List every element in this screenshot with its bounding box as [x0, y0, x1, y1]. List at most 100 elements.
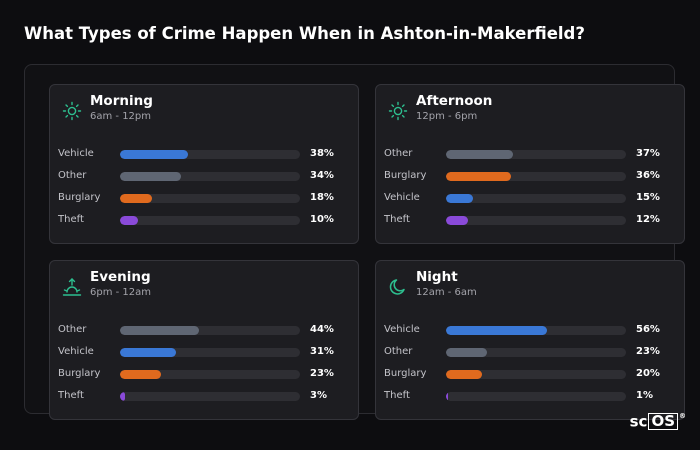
crime-percent: 23%	[636, 346, 660, 357]
crime-label: Other	[384, 346, 413, 357]
crime-row-burglary: Burglary 23%	[58, 367, 352, 381]
sunset-icon	[62, 277, 82, 297]
bar-track	[446, 150, 626, 159]
crime-label: Other	[58, 324, 87, 335]
crime-percent: 15%	[636, 192, 660, 203]
crime-row-theft: Theft 3%	[58, 389, 352, 403]
bar-fill	[120, 194, 152, 203]
crime-percent: 23%	[310, 368, 334, 379]
bar-fill	[120, 216, 138, 225]
brand-logo-registered: ®	[679, 412, 686, 420]
crime-row-burglary: Burglary 18%	[58, 191, 352, 205]
crime-percent: 37%	[636, 148, 660, 159]
card-title: Afternoon	[416, 93, 493, 109]
crime-row-burglary: Burglary 20%	[384, 367, 678, 381]
crime-label: Burglary	[384, 368, 427, 379]
crime-row-vehicle: Vehicle 56%	[384, 323, 678, 337]
crime-row-vehicle: Vehicle 31%	[58, 345, 352, 359]
bar-fill	[120, 370, 161, 379]
crime-percent: 31%	[310, 346, 334, 357]
bar-track	[120, 392, 300, 401]
bar-track	[120, 348, 300, 357]
crime-label: Vehicle	[384, 324, 420, 335]
card-subtitle: 12am - 6am	[416, 287, 477, 298]
bar-fill	[446, 326, 547, 335]
crime-row-other: Other 44%	[58, 323, 352, 337]
bar-track	[120, 194, 300, 203]
crime-percent: 10%	[310, 214, 334, 225]
bar-track	[120, 150, 300, 159]
crime-label: Theft	[58, 214, 84, 225]
bar-track	[120, 326, 300, 335]
card-night: Night 12am - 6am Vehicle 56% Other 23% Burglar…	[375, 260, 685, 420]
card-morning: Morning 6am - 12pm Vehicle 38% Other 34% Burgl…	[49, 84, 359, 244]
bar-track	[446, 348, 626, 357]
bar-track	[446, 370, 626, 379]
crime-percent: 56%	[636, 324, 660, 335]
crime-row-theft: Theft 1%	[384, 389, 678, 403]
crime-percent: 20%	[636, 368, 660, 379]
bar-track	[446, 172, 626, 181]
crime-label: Vehicle	[58, 346, 94, 357]
crime-row-vehicle: Vehicle 38%	[58, 147, 352, 161]
bar-fill	[120, 326, 199, 335]
bar-fill	[446, 370, 482, 379]
bar-fill	[446, 150, 513, 159]
card-afternoon: Afternoon 12pm - 6pm Other 37% Burglary 36% Ve…	[375, 84, 685, 244]
crime-row-other: Other 23%	[384, 345, 678, 359]
bar-fill	[120, 348, 176, 357]
moon-icon	[388, 277, 408, 297]
bar-track	[446, 326, 626, 335]
bar-track	[446, 216, 626, 225]
bar-fill	[446, 194, 473, 203]
bar-track	[120, 370, 300, 379]
bar-track	[120, 172, 300, 181]
crime-percent: 18%	[310, 192, 334, 203]
card-title: Evening	[90, 269, 151, 285]
crime-row-theft: Theft 10%	[58, 213, 352, 227]
crime-row-theft: Theft 12%	[384, 213, 678, 227]
card-subtitle: 6am - 12pm	[90, 111, 152, 122]
card-subtitle: 6pm - 12am	[90, 287, 152, 298]
crime-label: Vehicle	[58, 148, 94, 159]
crime-percent: 1%	[636, 390, 653, 401]
crime-label: Vehicle	[384, 192, 420, 203]
crime-percent: 12%	[636, 214, 660, 225]
crime-label: Burglary	[58, 192, 101, 203]
crime-label: Theft	[384, 214, 410, 225]
bar-track	[446, 194, 626, 203]
crime-percent: 36%	[636, 170, 660, 181]
brand-logo-box: OS	[648, 413, 678, 430]
crime-percent: 44%	[310, 324, 334, 335]
crime-label: Burglary	[58, 368, 101, 379]
brand-logo: sc OS ®	[629, 412, 686, 431]
sun-icon	[62, 101, 82, 121]
bar-fill	[120, 172, 181, 181]
crime-label: Other	[384, 148, 413, 159]
bar-fill	[120, 150, 188, 159]
crime-row-burglary: Burglary 36%	[384, 169, 678, 183]
card-title: Morning	[90, 93, 153, 109]
card-title: Night	[416, 269, 458, 285]
bar-fill	[446, 392, 448, 401]
crime-percent: 34%	[310, 170, 334, 181]
crime-label: Burglary	[384, 170, 427, 181]
crime-label: Theft	[58, 390, 84, 401]
crime-row-other: Other 37%	[384, 147, 678, 161]
crime-label: Other	[58, 170, 87, 181]
crime-percent: 3%	[310, 390, 327, 401]
crime-row-vehicle: Vehicle 15%	[384, 191, 678, 205]
card-evening: Evening 6pm - 12am Other 44% Vehicle 31% Burgl…	[49, 260, 359, 420]
crime-label: Theft	[384, 390, 410, 401]
bar-track	[446, 392, 626, 401]
bar-fill	[446, 172, 511, 181]
page-title: What Types of Crime Happen When in Ashto…	[24, 24, 585, 43]
bar-fill	[446, 216, 468, 225]
brand-logo-prefix: sc	[629, 412, 648, 431]
card-subtitle: 12pm - 6pm	[416, 111, 478, 122]
bar-fill	[120, 392, 125, 401]
sun-icon	[388, 101, 408, 121]
bar-track	[120, 216, 300, 225]
bar-fill	[446, 348, 487, 357]
crime-percent: 38%	[310, 148, 334, 159]
